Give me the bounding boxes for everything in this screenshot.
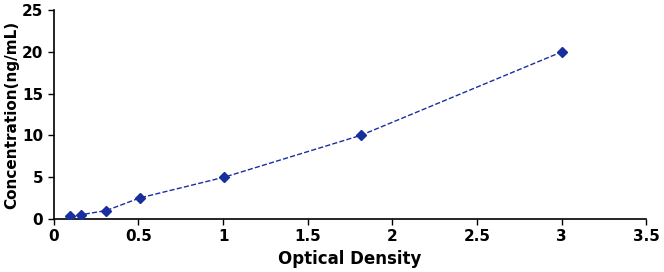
X-axis label: Optical Density: Optical Density <box>278 250 422 268</box>
Y-axis label: Concentration(ng/mL): Concentration(ng/mL) <box>4 20 19 209</box>
